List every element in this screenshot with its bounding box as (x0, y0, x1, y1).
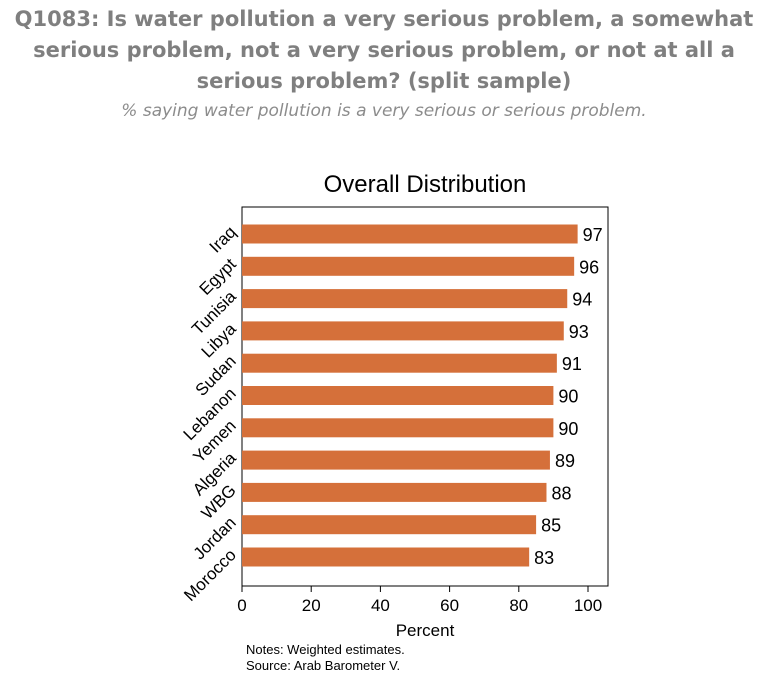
bar-value-label: 96 (579, 257, 599, 277)
x-tick-label: 40 (371, 596, 390, 615)
x-tick-label: 100 (574, 596, 602, 615)
category-labels-group: IraqEgyptTunisiaLibyaSudanLebanonYemenAl… (180, 222, 241, 605)
source-line: Source: Arab Barometer V. (246, 658, 401, 673)
bar-value-label: 88 (551, 483, 571, 503)
bar-chart: Overall Distribution 97 96 94 93 91 90 90 89 88 8… (180, 171, 609, 640)
bar (242, 353, 557, 373)
bar (242, 450, 550, 470)
x-tick-label: 0 (237, 596, 246, 615)
chart-notes: Notes: Weighted estimates. Source: Arab … (246, 642, 405, 674)
bar (242, 418, 554, 438)
notes-line: Notes: Weighted estimates. (246, 642, 405, 657)
bar (242, 386, 554, 405)
bar (242, 515, 537, 535)
chart-title: Overall Distribution (324, 171, 527, 198)
bar (242, 482, 547, 502)
bar-value-label: 93 (569, 322, 589, 342)
x-tick-label: 80 (509, 596, 528, 615)
x-tick-label: 60 (440, 596, 459, 615)
x-ticks-group: 0 20 40 60 80 100 (237, 586, 602, 615)
bar-value-label: 85 (541, 516, 561, 536)
bar (242, 224, 578, 244)
x-tick-label: 20 (302, 596, 321, 615)
bar-value-label: 89 (555, 451, 575, 471)
bar-value-label: 97 (583, 225, 603, 245)
bar (242, 256, 575, 276)
bar (242, 547, 530, 567)
bars-group: 97 96 94 93 91 90 90 89 88 85 83 (242, 224, 603, 568)
bar-value-label: 91 (562, 354, 582, 374)
bar-value-label: 83 (534, 548, 554, 568)
page-title: Q1083: Is water pollution a very serious… (14, 7, 754, 93)
x-axis-label: Percent (396, 621, 455, 640)
category-label: Iraq (206, 222, 240, 256)
page-subtitle: % saying water pollution is a very serio… (121, 101, 647, 121)
bar-value-label: 90 (558, 387, 578, 407)
bar-value-label: 90 (558, 419, 578, 439)
bar (242, 321, 564, 341)
category-label: Egypt (196, 255, 240, 299)
bar-value-label: 94 (572, 290, 592, 310)
bar (242, 289, 568, 309)
